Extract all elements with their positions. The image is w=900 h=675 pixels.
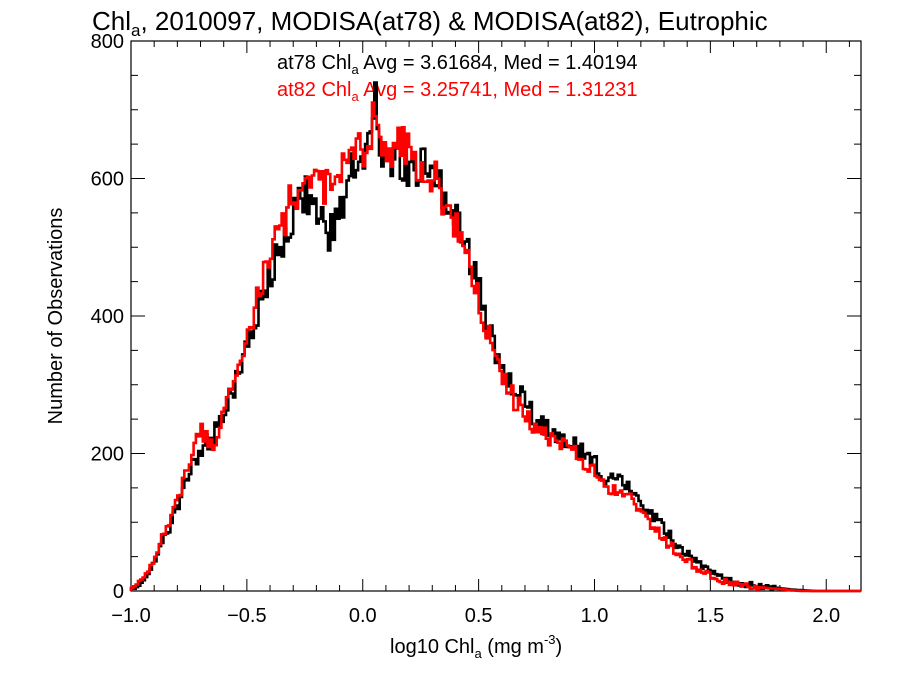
x-tick-label: 0.5 [465, 605, 493, 627]
x-tick-label: −1.0 [111, 605, 150, 627]
chart-title-subscript: a [131, 21, 141, 40]
series-line-at82 [129, 101, 861, 593]
x-axis-label-post: ) [556, 636, 563, 658]
x-tick-label: 0.0 [349, 605, 377, 627]
annotation-at82: at82 Chla Avg = 3.25741, Med = 1.31231 [277, 79, 637, 104]
y-tick-label: 800 [91, 31, 124, 53]
y-tick-label: 400 [91, 306, 124, 328]
plot-frame [130, 40, 862, 592]
annotation-at82-pre: at82 Chl [277, 79, 352, 101]
annotation-at78-pre: at78 Chl [277, 52, 352, 74]
y-tick-label: 0 [113, 581, 124, 603]
x-axis-label-sup: -3 [544, 632, 556, 647]
chart-title-rest: , 2010097, MODISA(at78) & MODISA(at82), … [140, 6, 767, 36]
series-line-at78 [129, 81, 861, 593]
chart-title: Chla, 2010097, MODISA(at78) & MODISA(at8… [92, 6, 768, 40]
x-tick-labels: −1.0 −0.5 0.0 0.5 1.0 1.5 2.0 [111, 605, 840, 627]
x-tick-label: −0.5 [227, 605, 266, 627]
x-tick-label: 1.5 [696, 605, 724, 627]
annotation-at82-post: Avg = 3.25741, Med = 1.31231 [359, 79, 638, 101]
chart-title-main: Chl [92, 6, 131, 36]
y-axis-label: Number of Observations [45, 208, 67, 425]
x-axis-label-sub: a [475, 646, 483, 661]
y-tick-label: 600 [91, 169, 124, 191]
x-tick-label: 2.0 [812, 605, 840, 627]
axis-ticks [130, 40, 861, 592]
x-axis-label-mid: (mg m [482, 636, 544, 658]
x-axis-label-pre: log10 Chl [390, 636, 475, 658]
annotation-at78: at78 Chla Avg = 3.61684, Med = 1.40194 [277, 52, 637, 77]
annotation-at78-sub: a [352, 62, 360, 77]
x-tick-label: 1.0 [581, 605, 609, 627]
annotation-at78-post: Avg = 3.61684, Med = 1.40194 [359, 52, 638, 74]
x-axis-label: log10 Chla (mg m-3) [390, 632, 562, 661]
y-tick-label: 200 [91, 444, 124, 466]
series-group [129, 81, 861, 593]
y-tick-labels: 0 200 400 600 800 [91, 31, 124, 603]
annotation-at82-sub: a [352, 89, 360, 104]
